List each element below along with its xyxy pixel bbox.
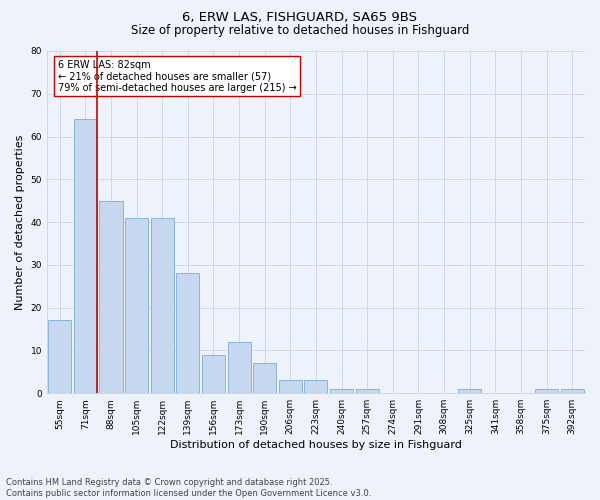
Bar [356, 389, 379, 393]
Bar [304, 380, 328, 393]
Text: Contains HM Land Registry data © Crown copyright and database right 2025.
Contai: Contains HM Land Registry data © Crown c… [6, 478, 371, 498]
Bar [330, 389, 353, 393]
Bar [74, 120, 97, 393]
X-axis label: Distribution of detached houses by size in Fishguard: Distribution of detached houses by size … [170, 440, 462, 450]
Text: 6 ERW LAS: 82sqm
← 21% of detached houses are smaller (57)
79% of semi-detached : 6 ERW LAS: 82sqm ← 21% of detached house… [58, 60, 296, 93]
Bar [100, 200, 122, 393]
Bar [202, 354, 225, 393]
Bar [279, 380, 302, 393]
Text: 6, ERW LAS, FISHGUARD, SA65 9BS: 6, ERW LAS, FISHGUARD, SA65 9BS [182, 11, 418, 24]
Bar [151, 218, 174, 393]
Bar [48, 320, 71, 393]
Bar [176, 274, 199, 393]
Bar [227, 342, 251, 393]
Bar [125, 218, 148, 393]
Bar [458, 389, 481, 393]
Bar [253, 364, 276, 393]
Text: Size of property relative to detached houses in Fishguard: Size of property relative to detached ho… [131, 24, 469, 37]
Bar [560, 389, 584, 393]
Y-axis label: Number of detached properties: Number of detached properties [15, 134, 25, 310]
Bar [535, 389, 558, 393]
